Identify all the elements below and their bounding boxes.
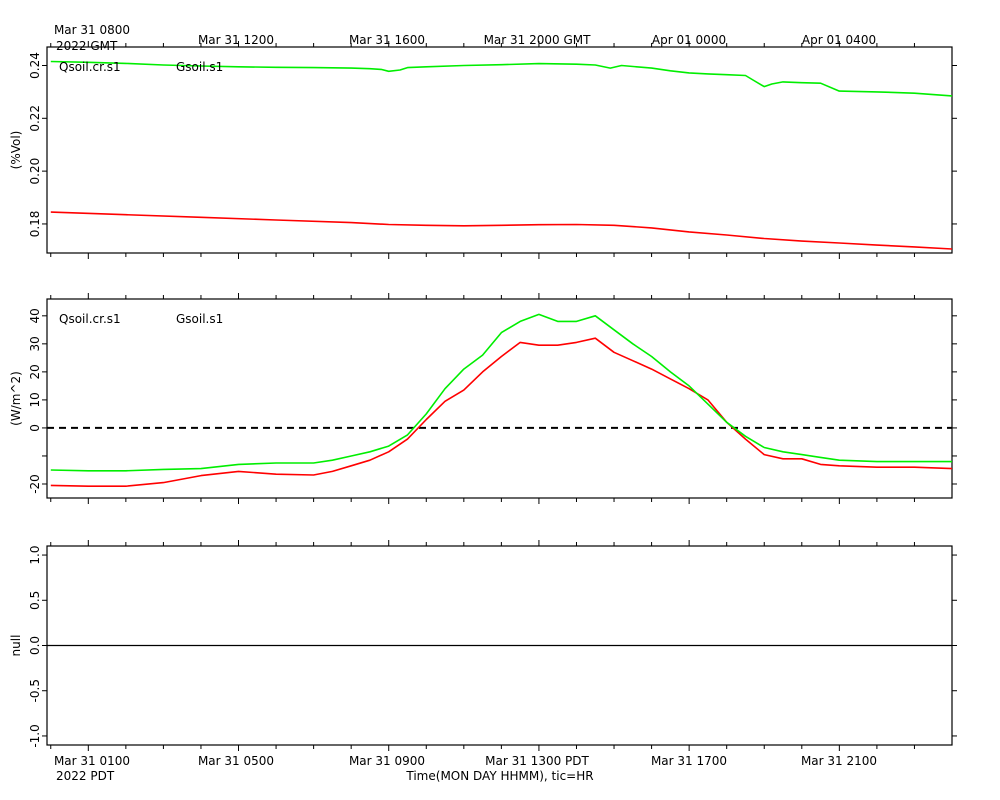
legend-label: Qsoil.cr.s1 bbox=[59, 312, 121, 326]
bottom-axis-year-label: 2022 PDT bbox=[56, 769, 115, 783]
bottom-axis-tick-label: Mar 31 1700 bbox=[651, 754, 727, 768]
series-line bbox=[50, 211, 953, 250]
y-tick-label: 0.20 bbox=[28, 158, 42, 185]
legend-label: Gsoil.s1 bbox=[176, 312, 223, 326]
y-tick-label: 10 bbox=[28, 392, 42, 407]
y-axis-label: (%Vol) bbox=[9, 131, 23, 170]
bottom-axis-tick-label: Mar 31 0500 bbox=[198, 754, 274, 768]
top-axis-tick-label: Mar 31 0800 bbox=[54, 23, 130, 37]
y-tick-label: 30 bbox=[28, 336, 42, 351]
panel-frame bbox=[46, 46, 953, 254]
bottom-axis-tick-label: Mar 31 0100 bbox=[54, 754, 130, 768]
legend-label: Qsoil.cr.s1 bbox=[59, 60, 121, 74]
y-tick-label: 20 bbox=[28, 364, 42, 379]
y-tick-label: 0 bbox=[28, 424, 42, 432]
top-axis-tick-label: Apr 01 0400 bbox=[802, 33, 876, 47]
legend-label: Gsoil.s1 bbox=[176, 60, 223, 74]
y-tick-label: 0.18 bbox=[28, 211, 42, 238]
top-axis-tick-label: Mar 31 2000 GMT bbox=[484, 33, 592, 47]
y-tick-label: -1.0 bbox=[28, 724, 42, 747]
series-line bbox=[50, 337, 953, 487]
series-line bbox=[50, 313, 952, 472]
y-axis-label: null bbox=[9, 635, 23, 657]
y-axis-label: (W/m^2) bbox=[9, 371, 23, 426]
top-axis-tick-label: Mar 31 1200 bbox=[198, 33, 274, 47]
series-line bbox=[50, 60, 953, 97]
y-tick-label: 0.22 bbox=[28, 105, 42, 132]
y-tick-label: 0.0 bbox=[28, 636, 42, 655]
y-tick-label: 0.24 bbox=[28, 52, 42, 79]
top-axis-tick-label: Apr 01 0000 bbox=[652, 33, 726, 47]
y-tick-label: -20 bbox=[28, 474, 42, 494]
y-tick-label: -0.5 bbox=[28, 679, 42, 702]
x-axis-label: Time(MON DAY HHMM), tic=HR bbox=[405, 769, 593, 783]
panel-frame bbox=[46, 298, 953, 499]
top-axis-year-label: 2022 GMT bbox=[56, 39, 118, 53]
y-tick-label: 40 bbox=[28, 308, 42, 323]
bottom-axis-tick-label: Mar 31 0900 bbox=[349, 754, 425, 768]
top-axis-tick-label: Mar 31 1600 bbox=[349, 33, 425, 47]
y-tick-label: 0.5 bbox=[28, 591, 42, 610]
bottom-axis-tick-label: Mar 31 1300 PDT bbox=[485, 754, 589, 768]
y-tick-label: 1.0 bbox=[28, 545, 42, 564]
bottom-axis-tick-label: Mar 31 2100 bbox=[801, 754, 877, 768]
